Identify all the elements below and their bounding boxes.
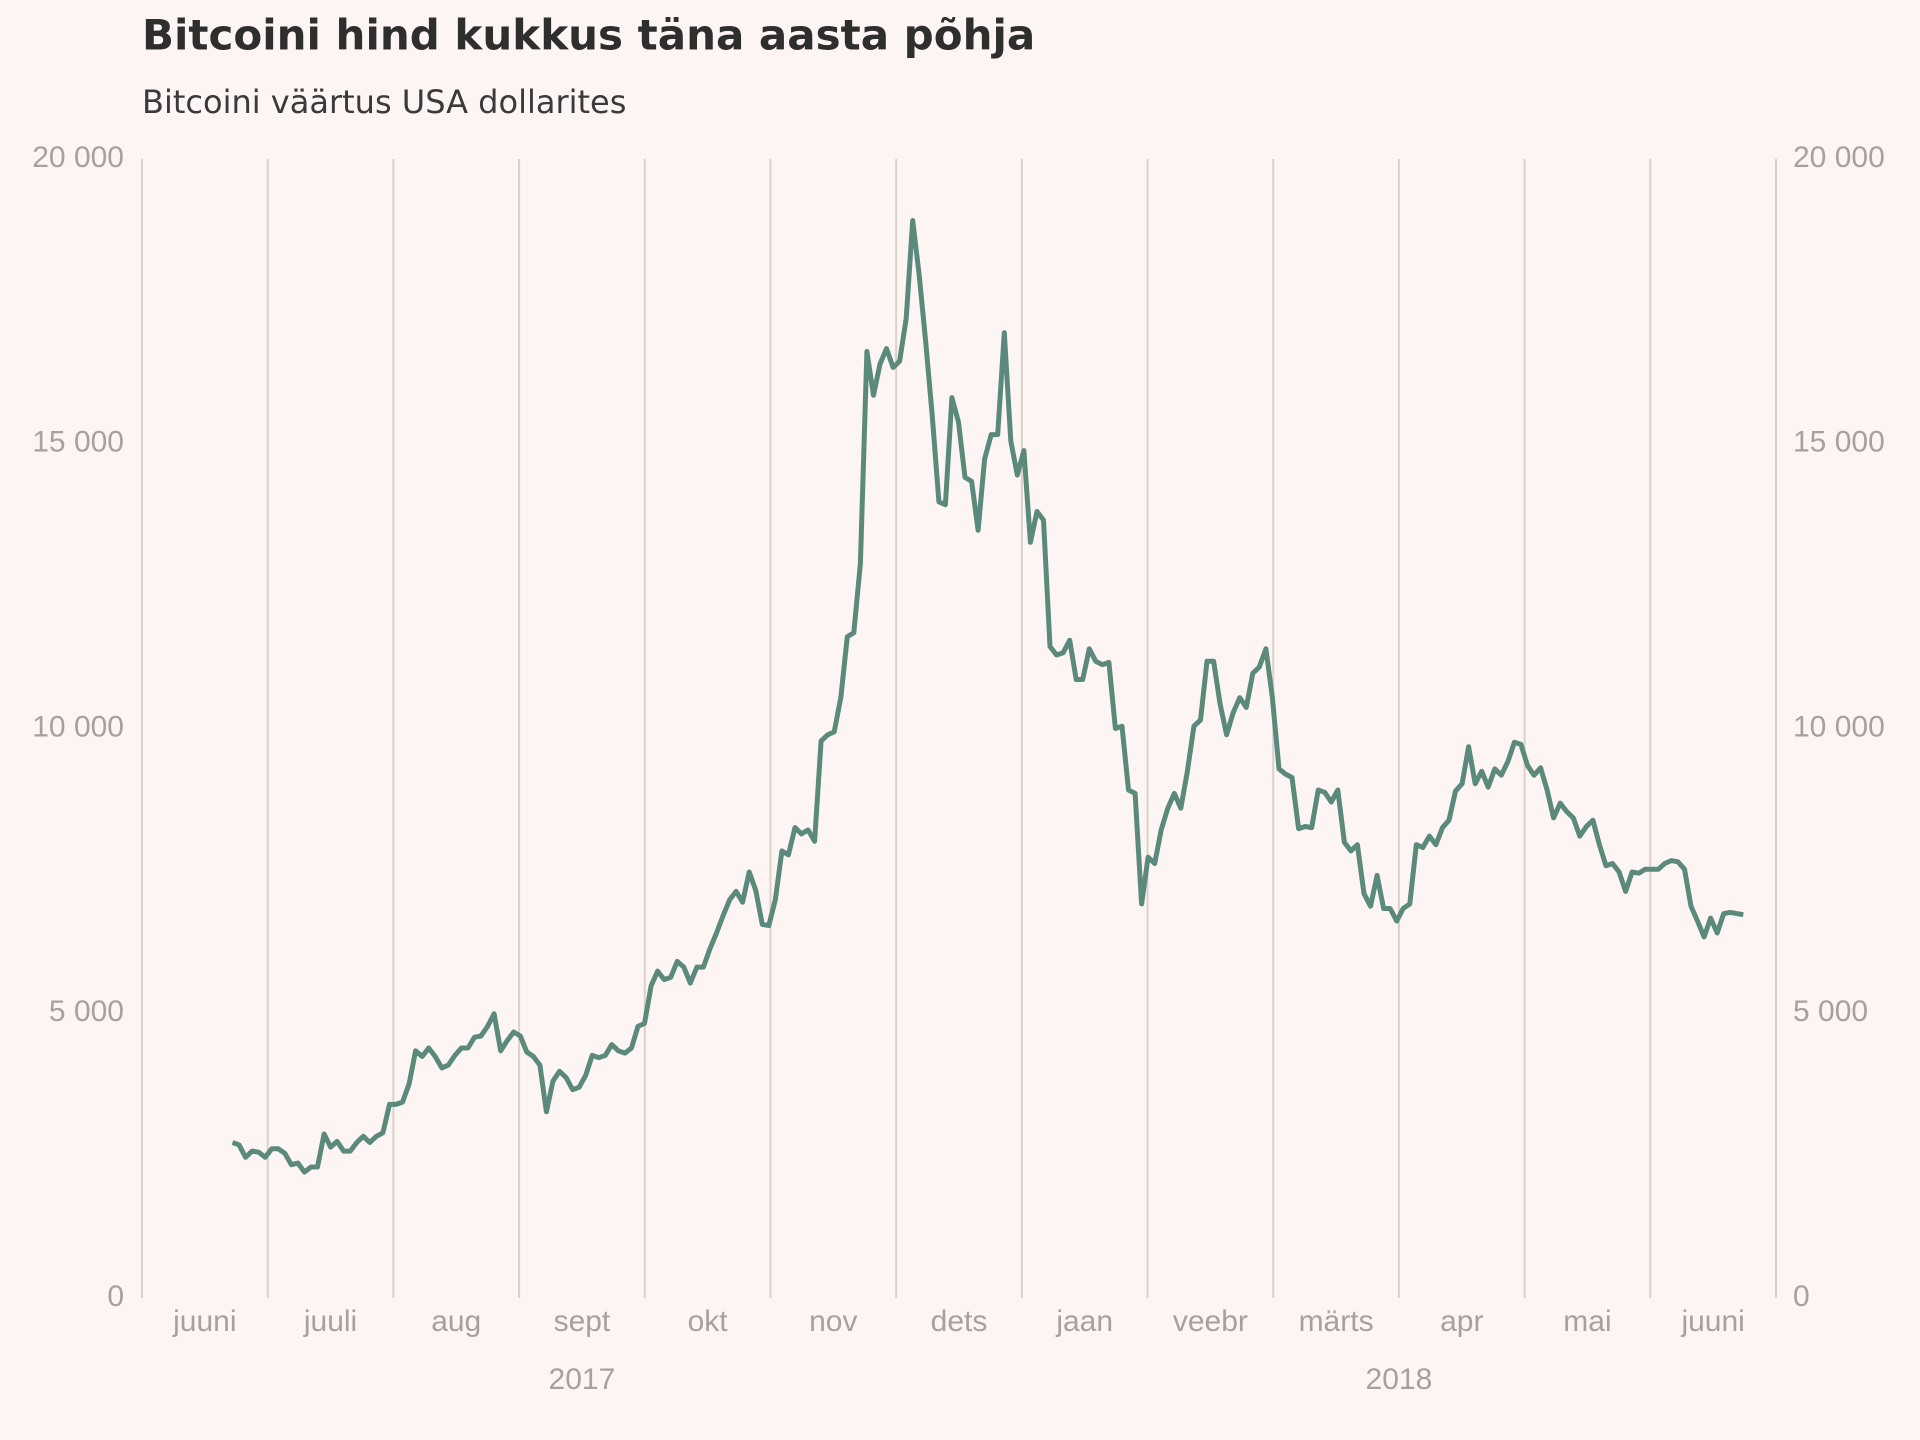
x-tick-label: sept: [554, 1305, 611, 1338]
chart-title: Bitcoini hind kukkus täna aasta põhja: [142, 11, 1035, 60]
x-tick-label: okt: [688, 1305, 729, 1338]
x-tick-label: apr: [1440, 1305, 1483, 1338]
y-tick-label: 15 000: [32, 426, 124, 459]
x-tick-label: veebr: [1173, 1305, 1248, 1338]
y-tick-label: 10 000: [32, 710, 124, 743]
chart-subtitle: Bitcoini väärtus USA dollarites: [142, 83, 626, 121]
year-label: 2018: [1366, 1363, 1433, 1396]
y2-tick-label: 0: [1793, 1280, 1810, 1313]
x-tick-label: jaan: [1055, 1305, 1113, 1338]
y2-tick-label: 5 000: [1793, 995, 1868, 1028]
x-tick-label: aug: [431, 1305, 481, 1338]
x-tick-label: mai: [1563, 1305, 1611, 1338]
y-tick-label: 20 000: [32, 141, 124, 174]
year-label: 2017: [549, 1363, 616, 1396]
x-tick-label: nov: [809, 1305, 857, 1338]
x-tick-label: juuni: [172, 1305, 236, 1338]
y2-tick-label: 10 000: [1793, 710, 1885, 743]
x-tick-label: juuli: [303, 1305, 357, 1338]
y2-tick-label: 15 000: [1793, 426, 1885, 459]
x-tick-label: dets: [931, 1305, 988, 1338]
y-tick-label: 5 000: [49, 995, 124, 1028]
y2-tick-label: 20 000: [1793, 141, 1885, 174]
x-tick-label: märts: [1299, 1305, 1374, 1338]
price-line: [231, 218, 1744, 1175]
y-tick-label: 0: [107, 1280, 124, 1313]
x-tick-label: juuni: [1680, 1305, 1744, 1338]
